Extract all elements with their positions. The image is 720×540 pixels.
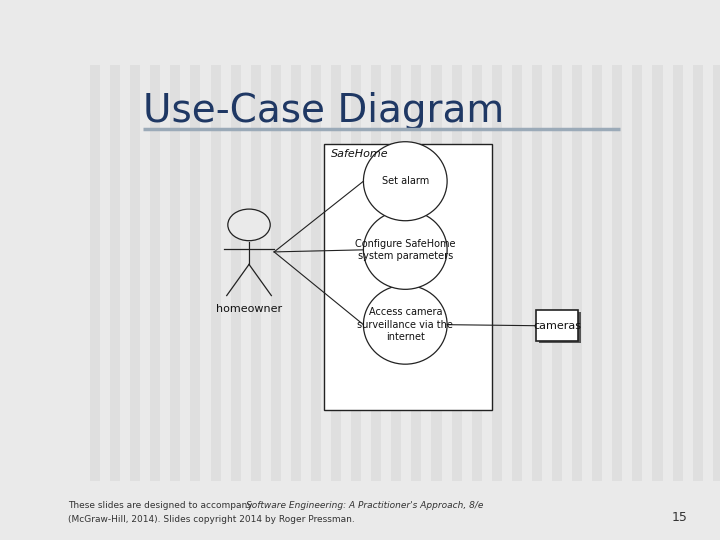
Bar (552, 65, 562, 481)
Bar (324, 144, 492, 410)
Text: SafeHome: SafeHome (331, 149, 389, 159)
Bar (492, 65, 502, 481)
Bar (90, 65, 100, 481)
Bar (110, 65, 120, 481)
Ellipse shape (364, 285, 447, 364)
Text: These slides are designed to accompany: These slides are designed to accompany (68, 501, 256, 510)
Bar (592, 65, 602, 481)
Bar (251, 65, 261, 481)
Bar (291, 65, 301, 481)
Bar (632, 65, 642, 481)
Bar (351, 65, 361, 481)
Bar (713, 65, 720, 481)
Text: (McGraw-Hill, 2014). Slides copyright 2014 by Roger Pressman.: (McGraw-Hill, 2014). Slides copyright 20… (68, 515, 355, 524)
Bar (392, 65, 401, 481)
Ellipse shape (228, 209, 270, 241)
Bar (652, 65, 662, 481)
Bar (472, 65, 482, 481)
Bar (536, 310, 578, 341)
Text: Set alarm: Set alarm (382, 176, 429, 186)
Bar (230, 65, 240, 481)
Bar (130, 65, 140, 481)
Bar (150, 65, 161, 481)
Bar (411, 65, 421, 481)
Bar (451, 65, 462, 481)
Text: homeowner: homeowner (216, 304, 282, 314)
Bar (612, 65, 622, 481)
Bar (539, 312, 581, 343)
Text: Use-Case Diagram: Use-Case Diagram (143, 92, 504, 130)
Bar (672, 65, 683, 481)
Bar (331, 65, 341, 481)
Bar (532, 65, 542, 481)
Bar (210, 65, 220, 481)
Bar (572, 65, 582, 481)
Ellipse shape (364, 141, 447, 221)
Bar (693, 65, 703, 481)
Text: 15: 15 (672, 511, 688, 524)
Text: Software Engineering: A Practitioner's Approach, 8/e: Software Engineering: A Practitioner's A… (246, 501, 483, 510)
Text: cameras: cameras (534, 321, 581, 330)
Bar (512, 65, 522, 481)
Bar (271, 65, 281, 481)
Bar (372, 65, 382, 481)
Text: Access camera
surveillance via the
internet: Access camera surveillance via the inter… (357, 307, 453, 342)
Bar (311, 65, 321, 481)
Text: Configure SafeHome
system parameters: Configure SafeHome system parameters (355, 239, 456, 261)
Ellipse shape (364, 210, 447, 289)
Bar (431, 65, 441, 481)
Bar (171, 65, 181, 481)
Bar (190, 65, 200, 481)
